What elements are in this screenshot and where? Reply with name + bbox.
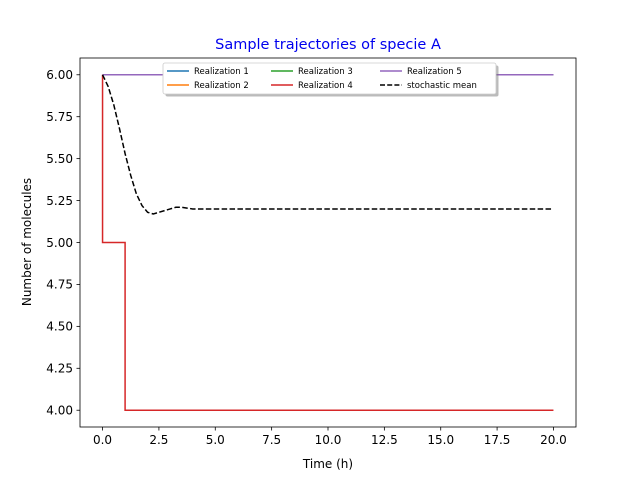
legend: Realization 1 Realization 2 Realization 3 R… (162, 62, 499, 97)
x-tick-label: 12.5 (371, 433, 398, 447)
y-tick-label: 4.75 (46, 278, 73, 292)
y-axis-label: Number of molecules (20, 178, 34, 306)
x-tick-label: 20.0 (540, 433, 567, 447)
legend-box (162, 62, 497, 95)
axes: 0.0 2.5 5.0 7.5 10.0 12.5 15.0 17.5 20.0 4.00 4.25… (46, 57, 577, 447)
legend-label-1: Realization 1 (194, 67, 249, 77)
x-tick-label: 7.5 (262, 433, 281, 447)
legend-label-5: Realization 5 (407, 67, 462, 77)
legend-label-4: Realization 4 (298, 81, 353, 91)
legend-label-6: stochastic mean (407, 81, 477, 91)
y-tick-label: 6.00 (46, 68, 73, 82)
y-tick-label: 4.00 (46, 404, 73, 418)
x-tick-label: 15.0 (427, 433, 454, 447)
legend-label-3: Realization 3 (298, 67, 353, 77)
y-tick-label: 5.75 (46, 110, 73, 124)
y-tick-label: 5.50 (46, 152, 73, 166)
y-tick-label: 4.25 (46, 362, 73, 376)
series-line-6 (101, 74, 554, 215)
x-tick-label: 5.0 (206, 433, 225, 447)
y-tick-label: 5.25 (46, 194, 73, 208)
x-tick-label: 17.5 (484, 433, 511, 447)
y-tick-label: 4.50 (46, 320, 73, 334)
x-tick-label: 2.5 (149, 433, 168, 447)
legend-label-2: Realization 2 (194, 81, 249, 91)
x-tick-label: 10.0 (315, 433, 342, 447)
x-tick-label: 0.0 (93, 433, 112, 447)
y-tick-label: 5.00 (46, 236, 73, 250)
series-line-4 (101, 74, 554, 411)
chart-title: Sample trajectories of specie A (215, 37, 441, 53)
x-axis-label: Time (h) (302, 457, 353, 471)
